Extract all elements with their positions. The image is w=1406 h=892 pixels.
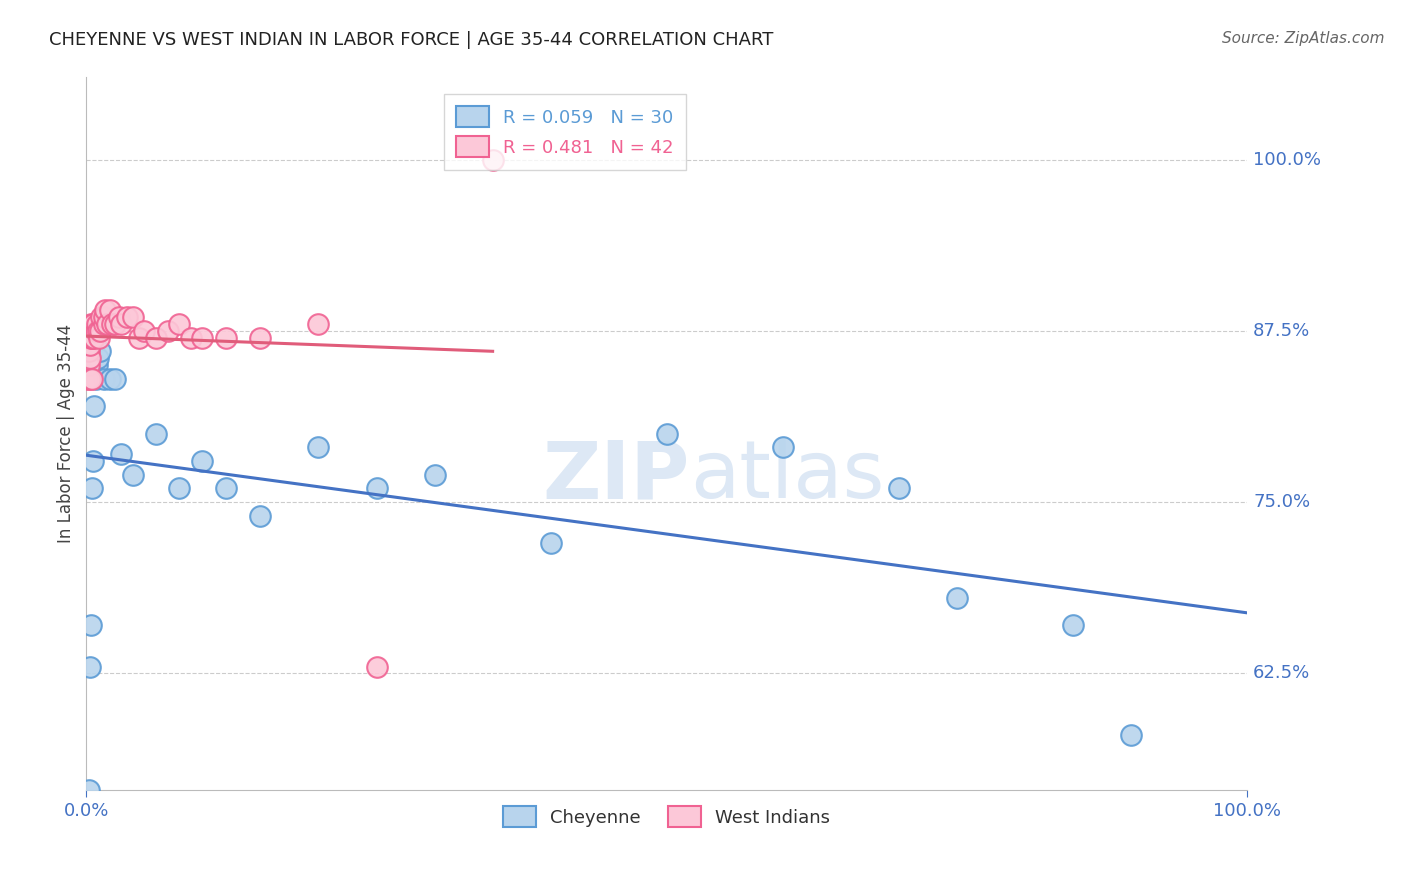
Text: CHEYENNE VS WEST INDIAN IN LABOR FORCE | AGE 35-44 CORRELATION CHART: CHEYENNE VS WEST INDIAN IN LABOR FORCE |… bbox=[49, 31, 773, 49]
Point bbox=[249, 508, 271, 523]
Point bbox=[1062, 618, 1084, 632]
Point bbox=[94, 303, 117, 318]
Point bbox=[77, 344, 100, 359]
Point bbox=[87, 324, 110, 338]
Point bbox=[86, 358, 108, 372]
Point bbox=[121, 310, 143, 325]
Point bbox=[167, 317, 190, 331]
Point bbox=[107, 310, 129, 325]
Text: 62.5%: 62.5% bbox=[1253, 665, 1310, 682]
Point bbox=[180, 331, 202, 345]
Text: Source: ZipAtlas.com: Source: ZipAtlas.com bbox=[1222, 31, 1385, 46]
Point bbox=[87, 351, 110, 366]
Point bbox=[83, 399, 105, 413]
Point bbox=[77, 358, 100, 372]
Text: 87.5%: 87.5% bbox=[1253, 322, 1310, 340]
Point bbox=[128, 331, 150, 345]
Point bbox=[82, 482, 104, 496]
Point bbox=[481, 153, 503, 167]
Point bbox=[77, 331, 100, 345]
Text: atlas: atlas bbox=[690, 437, 884, 516]
Point bbox=[80, 317, 103, 331]
Point bbox=[156, 324, 179, 338]
Point bbox=[82, 317, 104, 331]
Point bbox=[76, 372, 98, 386]
Point bbox=[104, 317, 127, 331]
Point bbox=[93, 310, 115, 325]
Point bbox=[110, 447, 132, 461]
Point bbox=[79, 659, 101, 673]
Text: 75.0%: 75.0% bbox=[1253, 493, 1310, 511]
Point bbox=[90, 310, 112, 325]
Point bbox=[540, 536, 562, 550]
Point bbox=[145, 331, 167, 345]
Legend: Cheyenne, West Indians: Cheyenne, West Indians bbox=[496, 799, 838, 834]
Point bbox=[96, 317, 118, 331]
Point bbox=[79, 337, 101, 351]
Point bbox=[93, 317, 115, 331]
Point bbox=[83, 331, 105, 345]
Point bbox=[366, 659, 388, 673]
Point bbox=[655, 426, 678, 441]
Point bbox=[79, 351, 101, 366]
Point bbox=[87, 331, 110, 345]
Point bbox=[308, 317, 330, 331]
Point bbox=[167, 482, 190, 496]
Point bbox=[98, 372, 121, 386]
Text: ZIP: ZIP bbox=[543, 437, 690, 516]
Point bbox=[89, 324, 111, 338]
Point bbox=[887, 482, 910, 496]
Point bbox=[84, 372, 107, 386]
Point bbox=[121, 467, 143, 482]
Point bbox=[93, 372, 115, 386]
Point bbox=[191, 331, 214, 345]
Point bbox=[134, 324, 156, 338]
Point bbox=[946, 591, 969, 606]
Point bbox=[77, 783, 100, 797]
Point bbox=[366, 482, 388, 496]
Point bbox=[86, 317, 108, 331]
Point bbox=[115, 310, 138, 325]
Point bbox=[214, 331, 236, 345]
Point bbox=[191, 454, 214, 468]
Point bbox=[80, 618, 103, 632]
Y-axis label: In Labor Force | Age 35-44: In Labor Force | Age 35-44 bbox=[58, 324, 75, 543]
Point bbox=[214, 482, 236, 496]
Text: 100.0%: 100.0% bbox=[1253, 151, 1322, 169]
Point bbox=[89, 344, 111, 359]
Point bbox=[1121, 728, 1143, 742]
Point bbox=[82, 454, 104, 468]
Point bbox=[98, 303, 121, 318]
Point bbox=[101, 317, 124, 331]
Point bbox=[80, 331, 103, 345]
Point bbox=[308, 441, 330, 455]
Point bbox=[82, 331, 104, 345]
Point bbox=[82, 372, 104, 386]
Point bbox=[249, 331, 271, 345]
Point bbox=[79, 372, 101, 386]
Point bbox=[84, 324, 107, 338]
Point bbox=[110, 317, 132, 331]
Point bbox=[772, 441, 794, 455]
Point bbox=[104, 372, 127, 386]
Point bbox=[423, 467, 446, 482]
Point bbox=[145, 426, 167, 441]
